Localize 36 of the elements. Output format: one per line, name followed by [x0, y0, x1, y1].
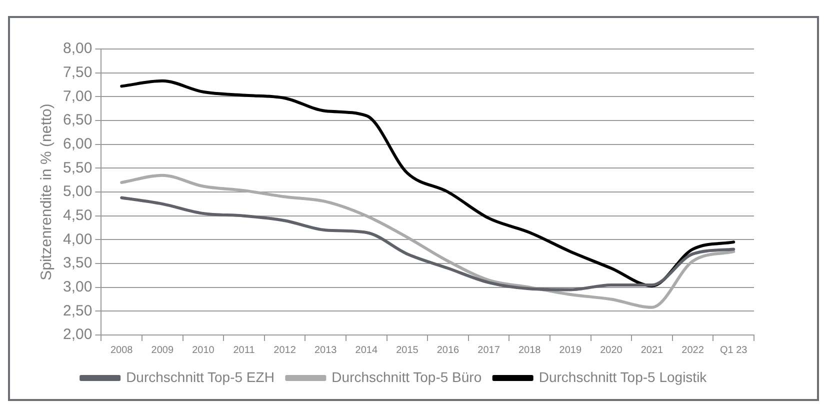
y-tick-label: 2,50: [62, 302, 92, 320]
legend-label: Durchschnitt Top-5 Logistik: [538, 368, 708, 385]
x-tick-label: 2020: [600, 344, 623, 356]
x-tick-label: 2011: [233, 344, 256, 356]
x-tick-label: 2022: [682, 344, 704, 356]
y-tick-label: 5,50: [62, 159, 92, 176]
y-tick-label: 6,50: [62, 112, 92, 129]
line-series: [120, 79, 736, 288]
y-tick-label: 8,00: [62, 40, 92, 58]
y-tick-label: 2,00: [62, 326, 92, 344]
legend-label: Durchschnitt Top-5 EZH: [126, 368, 274, 385]
y-tick-label: 7,00: [62, 88, 92, 105]
x-tick-label: 2009: [151, 344, 174, 356]
x-tick-label: 2015: [396, 344, 419, 356]
x-tick-label: 2010: [192, 344, 215, 356]
x-tick-label: 2021: [640, 344, 664, 356]
y-tick-label: 4,00: [62, 230, 92, 248]
y-tick-label: 4,50: [62, 206, 92, 224]
y-tick-label: 3,50: [62, 254, 92, 272]
x-tick-label: 2019: [559, 344, 582, 356]
line-series: [120, 196, 736, 292]
x-tick-label: 2008: [110, 344, 134, 356]
y-tick-label: 7,50: [62, 64, 92, 81]
legend-label: Durchschnitt Top-5 Büro: [332, 368, 482, 385]
y-tick-label: 5,00: [62, 183, 92, 200]
x-tick-label: 2017: [478, 344, 500, 356]
x-tick-label: 2016: [436, 344, 460, 356]
y-tick-label: 3,00: [62, 278, 92, 296]
x-tick-label: Q1 23: [720, 344, 748, 356]
x-tick-label: 2018: [518, 344, 542, 356]
x-tick-label: 2013: [314, 344, 338, 356]
y-tick-label: 6,00: [62, 135, 92, 152]
x-tick-label: 2012: [274, 344, 296, 356]
y-axis-title: Spitzenrendite in % (netto): [38, 104, 56, 280]
line-series: [120, 174, 736, 309]
x-tick-label: 2014: [355, 344, 378, 356]
